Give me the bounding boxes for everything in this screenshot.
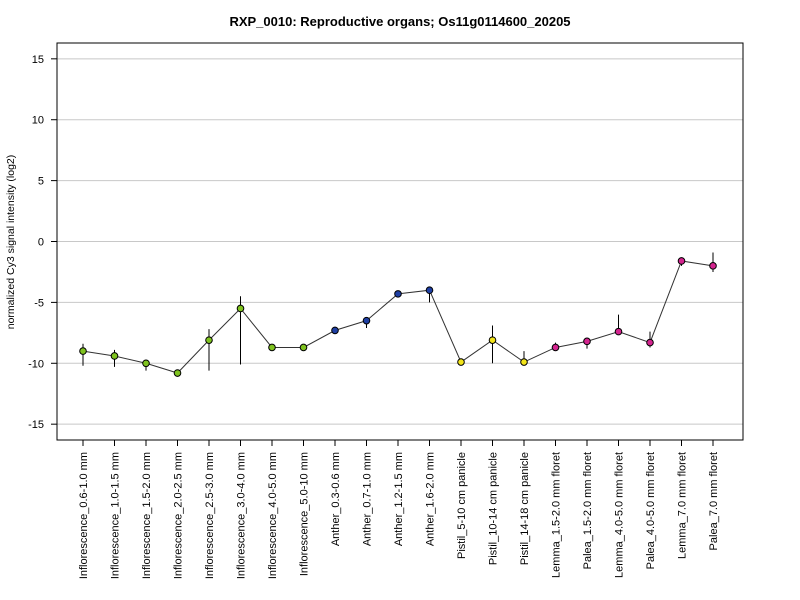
data-point (205, 336, 213, 344)
data-point (268, 343, 276, 352)
x-tick-label: Inflorescence_2.5-3.0 mm (204, 452, 216, 579)
data-point (394, 290, 402, 298)
y-tick-label: -15 (28, 419, 44, 431)
data-point (331, 326, 339, 335)
x-tick-label: Inflorescence_2.0-2.5 mm (173, 452, 185, 579)
data-point (173, 369, 182, 377)
x-tick-label: Inflorescence_4.0-5.0 mm (267, 452, 279, 579)
data-point (142, 359, 150, 368)
data-point (709, 262, 717, 270)
data-point (551, 343, 560, 352)
chart-title: RXP_0010: Reproductive organs; Os11g0114… (229, 14, 570, 29)
x-tick-label: Pistil_14-18 cm panicle (519, 452, 531, 565)
x-tick-label: Anther_1.6-2.0 mm (425, 452, 437, 546)
data-point (299, 343, 308, 352)
y-tick-label: 10 (32, 115, 44, 127)
y-axis: -15 -10 -5 0 5 10 15 (28, 54, 57, 431)
data-point (520, 358, 528, 366)
x-tick-label: Inflorescence_1.5-2.0 mm (141, 452, 153, 579)
x-tick-label: Pistil_5-10 cm panicle (456, 452, 468, 559)
x-tick-label: Anther_0.3-0.6 mm (330, 452, 342, 546)
y-tick-label: 5 (38, 176, 44, 188)
x-tick-label: Anther_1.2-1.5 mm (393, 452, 405, 546)
x-tick-label: Lemma_1.5-2.0 mm floret (551, 452, 563, 578)
y-tick-label: -10 (28, 358, 44, 370)
data-point (362, 316, 371, 325)
x-tick-label: Palea_4.0-5.0 mm floret (645, 452, 657, 569)
data-point (646, 338, 654, 347)
data-point (79, 347, 87, 355)
x-tick-label: Palea_7.0 mm floret (708, 452, 720, 550)
x-tick-label: Inflorescence_5.0-10 mm (299, 452, 311, 576)
y-tick-label: 0 (38, 237, 44, 249)
data-point (236, 304, 245, 313)
data-point (110, 352, 119, 360)
x-tick-label: Inflorescence_0.6-1.0 mm (78, 452, 90, 579)
y-axis-label: normalized Cy3 signal intensity (log2) (5, 155, 17, 330)
data-point (583, 337, 591, 346)
data-point (425, 286, 434, 295)
error-bars (82, 252, 714, 377)
y-tick-label: -5 (34, 297, 44, 309)
data-point (677, 257, 686, 265)
data-point (614, 327, 623, 336)
grid-lines (57, 58, 743, 425)
data-point (457, 358, 465, 366)
x-tick-label: Inflorescence_3.0-4.0 mm (236, 452, 248, 579)
x-tick-label: Lemma_4.0-5.0 mm floret (614, 452, 626, 578)
y-tick-label: 15 (32, 54, 44, 66)
x-tick-label: Anther_0.7-1.0 mm (362, 452, 374, 546)
x-tick-label: Inflorescence_1.0-1.5 mm (110, 452, 122, 579)
x-tick-label: Lemma_7.0 mm floret (677, 452, 689, 559)
x-axis: Inflorescence_0.6-1.0 mm Inflorescence_1.… (78, 440, 720, 579)
data-points (79, 257, 717, 377)
x-tick-label: Pistil_10-14 cm panicle (488, 452, 500, 565)
data-point (488, 336, 497, 344)
x-tick-label: Palea_1.5-2.0 mm floret (582, 452, 594, 569)
